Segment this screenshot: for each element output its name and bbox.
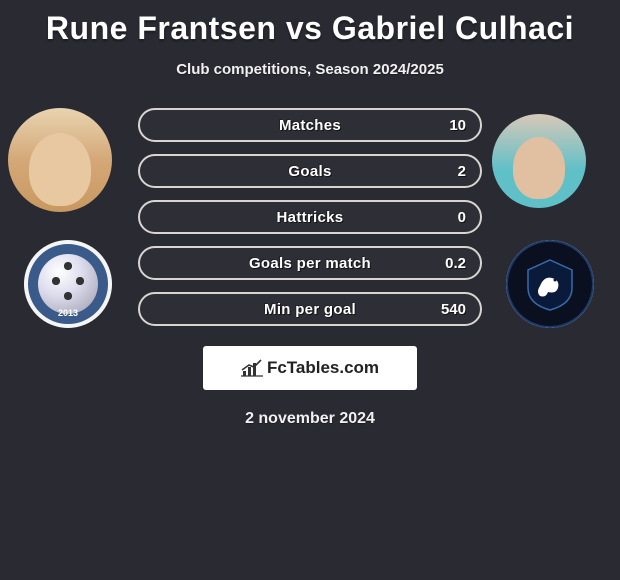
face-icon (513, 137, 566, 199)
stat-row: Goals 2 (138, 154, 482, 188)
stat-label: Min per goal (264, 301, 356, 318)
club-right-badge (506, 240, 594, 328)
stat-row: Min per goal 540 (138, 292, 482, 326)
club-left-badge: 2013 (24, 240, 112, 328)
soccer-ball-icon (38, 254, 98, 314)
swan-shield-icon (522, 256, 578, 312)
comparison-panel: 2013 Matches 10 Goals 2 Hattri (0, 108, 620, 338)
stat-value-right: 0.2 (445, 255, 466, 272)
stat-bars: Matches 10 Goals 2 Hattricks 0 Goals per… (138, 108, 482, 338)
stat-value-right: 10 (449, 117, 466, 134)
stat-value-right: 0 (458, 209, 466, 226)
stat-label: Goals (288, 163, 331, 180)
player-left-avatar (8, 108, 112, 212)
brand-text: FcTables.com (267, 358, 379, 378)
club-badge-icon: 2013 (24, 240, 112, 328)
bar-chart-icon (241, 359, 263, 377)
stat-value-right: 2 (458, 163, 466, 180)
footer-date: 2 november 2024 (0, 410, 620, 428)
club-left-year: 2013 (28, 308, 108, 318)
stat-label: Matches (279, 117, 341, 134)
stat-row: Matches 10 (138, 108, 482, 142)
stat-row: Goals per match 0.2 (138, 246, 482, 280)
page-subtitle: Club competitions, Season 2024/2025 (0, 61, 620, 78)
stat-row: Hattricks 0 (138, 200, 482, 234)
stat-value-right: 540 (441, 301, 466, 318)
face-icon (29, 133, 91, 206)
player-right-avatar (492, 114, 586, 208)
brand-box: FcTables.com (203, 346, 417, 390)
stat-label: Goals per match (249, 255, 371, 272)
page-title: Rune Frantsen vs Gabriel Culhaci (0, 0, 620, 47)
club-badge-icon (506, 240, 594, 328)
stat-label: Hattricks (277, 209, 344, 226)
